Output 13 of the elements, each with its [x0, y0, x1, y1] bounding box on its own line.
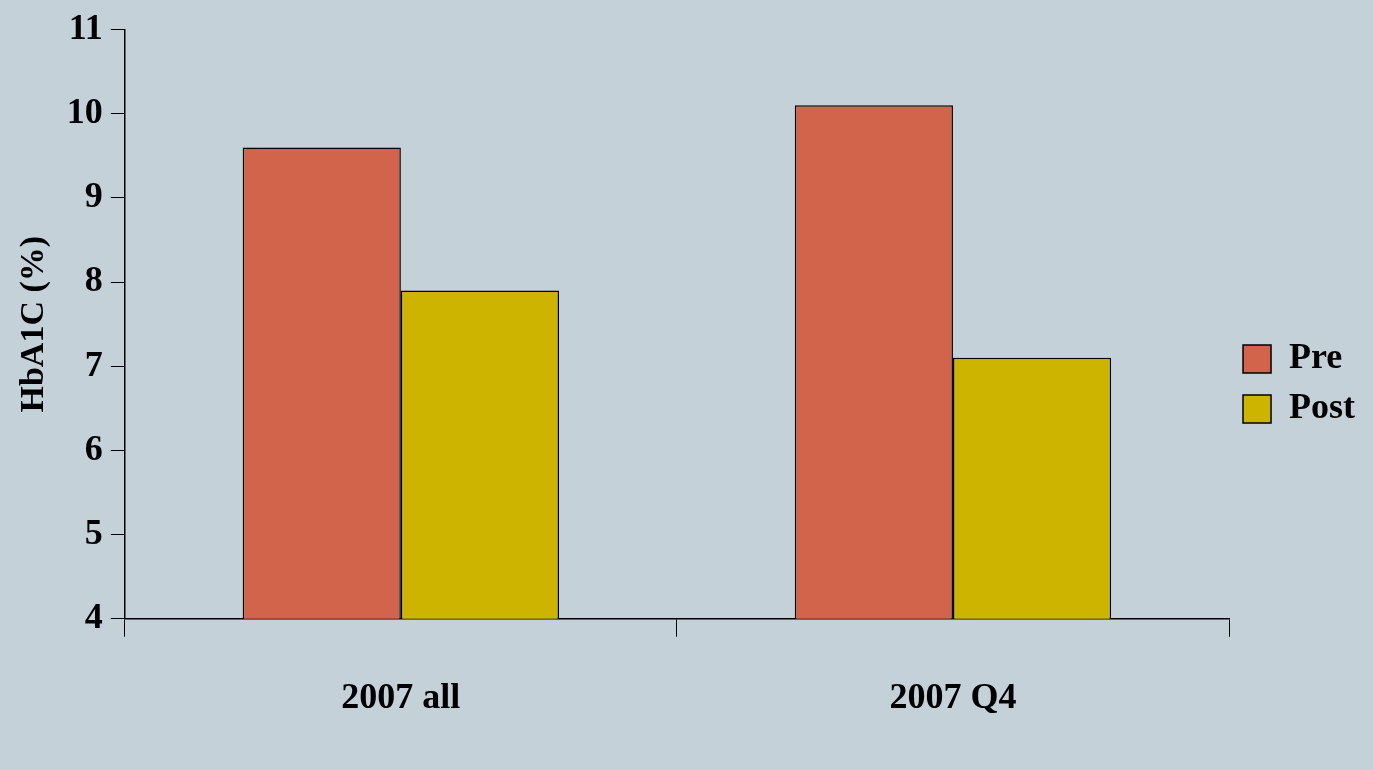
x-tick-label: 2007 Q4 [889, 675, 1017, 716]
legend-label: Pre [1289, 336, 1343, 377]
y-axis-title: HbA1C (%) [13, 235, 52, 413]
y-tick-label: 5 [84, 511, 103, 552]
y-tick-label: 7 [84, 343, 103, 384]
y-tick-label: 11 [68, 6, 103, 47]
y-tick-label: 9 [84, 175, 103, 216]
legend-label: Post [1289, 386, 1356, 427]
y-tick-label: 4 [84, 596, 103, 637]
y-tick-label: 8 [84, 259, 103, 300]
y-tick-label: 10 [66, 91, 103, 132]
x-tick-label: 2007 all [341, 675, 461, 716]
y-tick-label: 6 [84, 427, 103, 468]
